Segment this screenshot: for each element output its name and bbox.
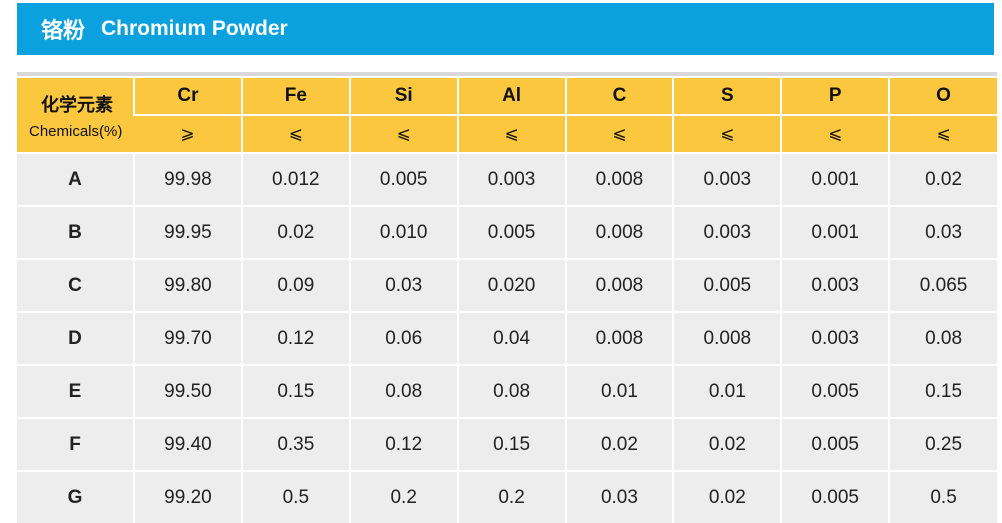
value-cell: 0.008 — [564, 258, 674, 312]
value-cell: 0.08 — [456, 364, 566, 418]
value-cell: 0.008 — [564, 152, 674, 206]
value-cell: 0.008 — [564, 311, 674, 365]
value-cell: 99.95 — [133, 205, 242, 259]
element-header: S — [672, 78, 782, 115]
value-cell: 0.03 — [564, 470, 674, 523]
value-cell: 0.003 — [780, 311, 890, 365]
table-row: D 99.70 0.12 0.06 0.04 0.008 0.008 0.003 0.08 — [17, 311, 997, 365]
table-row: G 99.20 0.5 0.2 0.2 0.03 0.02 0.005 0.5 — [17, 470, 997, 523]
table-row: F 99.40 0.35 0.12 0.15 0.02 0.02 0.005 0.25 — [17, 417, 997, 471]
value-cell: 0.001 — [780, 152, 890, 206]
value-cell: 0.06 — [348, 311, 458, 365]
grade-cell: C — [17, 258, 134, 312]
value-cell: 0.03 — [348, 258, 458, 312]
value-cell: 0.005 — [780, 470, 890, 523]
value-cell: 0.25 — [888, 417, 997, 471]
element-header: Si — [348, 78, 458, 115]
value-cell: 0.001 — [780, 205, 890, 259]
value-cell: 0.12 — [348, 417, 458, 471]
chemicals-label-chinese: 化学元素 — [41, 94, 113, 116]
value-cell: 0.003 — [672, 152, 782, 206]
limit-symbol: ⩽ — [240, 114, 350, 153]
value-cell: 0.020 — [456, 258, 566, 312]
element-header: C — [564, 78, 674, 115]
value-cell: 0.2 — [456, 470, 566, 523]
limit-symbol: ⩽ — [780, 114, 890, 153]
element-header: O — [888, 78, 997, 115]
value-cell: 0.01 — [672, 364, 782, 418]
value-cell: 0.02 — [240, 205, 350, 259]
value-cell: 99.70 — [133, 311, 242, 365]
value-cell: 0.04 — [456, 311, 566, 365]
value-cell: 0.005 — [672, 258, 782, 312]
title-chinese: 铬粉 — [41, 19, 86, 44]
limit-header-row: ⩾ ⩽ ⩽ ⩽ ⩽ ⩽ ⩽ ⩽ — [17, 114, 997, 153]
value-cell: 0.02 — [564, 417, 674, 471]
element-header: P — [780, 78, 890, 115]
grade-cell: D — [17, 311, 134, 365]
value-cell: 0.03 — [888, 205, 997, 259]
value-cell: 0.008 — [564, 205, 674, 259]
value-cell: 0.005 — [348, 152, 458, 206]
table-row: C 99.80 0.09 0.03 0.020 0.008 0.005 0.003 0.065 — [17, 258, 997, 312]
grade-cell: F — [17, 417, 134, 471]
value-cell: 0.01 — [564, 364, 674, 418]
limit-symbol: ⩽ — [672, 114, 782, 153]
value-cell: 0.02 — [672, 470, 782, 523]
value-cell: 0.5 — [240, 470, 350, 523]
limit-symbol: ⩽ — [348, 114, 458, 153]
value-cell: 0.09 — [240, 258, 350, 312]
value-cell: 0.15 — [456, 417, 566, 471]
value-cell: 0.15 — [240, 364, 350, 418]
value-cell: 0.008 — [672, 311, 782, 365]
value-cell: 0.003 — [672, 205, 782, 259]
value-cell: 0.005 — [780, 364, 890, 418]
chemicals-label-english: Chemicals(%) — [29, 122, 123, 140]
value-cell: 0.065 — [888, 258, 997, 312]
value-cell: 0.2 — [348, 470, 458, 523]
composition-table: 化学元素 Chemicals(%) Cr Fe Si Al C S P O ⩾ … — [17, 78, 997, 523]
element-header: Fe — [240, 78, 350, 115]
value-cell: 0.003 — [780, 258, 890, 312]
value-cell: 0.02 — [888, 152, 997, 206]
chemicals-header-cell: 化学元素 Chemicals(%) — [17, 78, 134, 153]
element-header: Cr — [133, 78, 242, 115]
limit-symbol: ⩽ — [888, 114, 997, 153]
grade-cell: G — [17, 470, 134, 523]
limit-symbol: ⩾ — [134, 114, 242, 153]
value-cell: 0.012 — [240, 152, 350, 206]
value-cell: 99.80 — [133, 258, 242, 312]
value-cell: 0.15 — [888, 364, 997, 418]
title-english: Chromium Powder — [101, 17, 288, 40]
value-cell: 0.005 — [456, 205, 566, 259]
table-body: A 99.98 0.012 0.005 0.003 0.008 0.003 0.001 0.02… — [17, 152, 997, 523]
grade-cell: E — [17, 364, 134, 418]
limit-symbol: ⩽ — [456, 114, 566, 153]
value-cell: 0.12 — [240, 311, 350, 365]
grade-cell: A — [17, 152, 134, 206]
value-cell: 0.010 — [348, 205, 458, 259]
limit-symbol: ⩽ — [564, 114, 674, 153]
table-row: A 99.98 0.012 0.005 0.003 0.008 0.003 0.001 0.02 — [17, 152, 997, 206]
element-header-row: 化学元素 Chemicals(%) Cr Fe Si Al C S P O — [17, 78, 997, 153]
value-cell: 0.08 — [888, 311, 997, 365]
divider — [17, 72, 997, 76]
value-cell: 99.98 — [133, 152, 242, 206]
value-cell: 0.5 — [888, 470, 997, 523]
value-cell: 99.50 — [133, 364, 242, 418]
element-header: Al — [456, 78, 566, 115]
table-row: E 99.50 0.15 0.08 0.08 0.01 0.01 0.005 0.15 — [17, 364, 997, 418]
value-cell: 0.005 — [780, 417, 890, 471]
value-cell: 99.20 — [133, 470, 242, 523]
value-cell: 0.02 — [672, 417, 782, 471]
grade-cell: B — [17, 205, 134, 259]
value-cell: 0.35 — [240, 417, 350, 471]
table-row: B 99.95 0.02 0.010 0.005 0.008 0.003 0.001 0.03 — [17, 205, 997, 259]
title-bar: 铬粉 Chromium Powder — [17, 3, 994, 55]
value-cell: 0.003 — [456, 152, 566, 206]
value-cell: 99.40 — [133, 417, 242, 471]
value-cell: 0.08 — [348, 364, 458, 418]
